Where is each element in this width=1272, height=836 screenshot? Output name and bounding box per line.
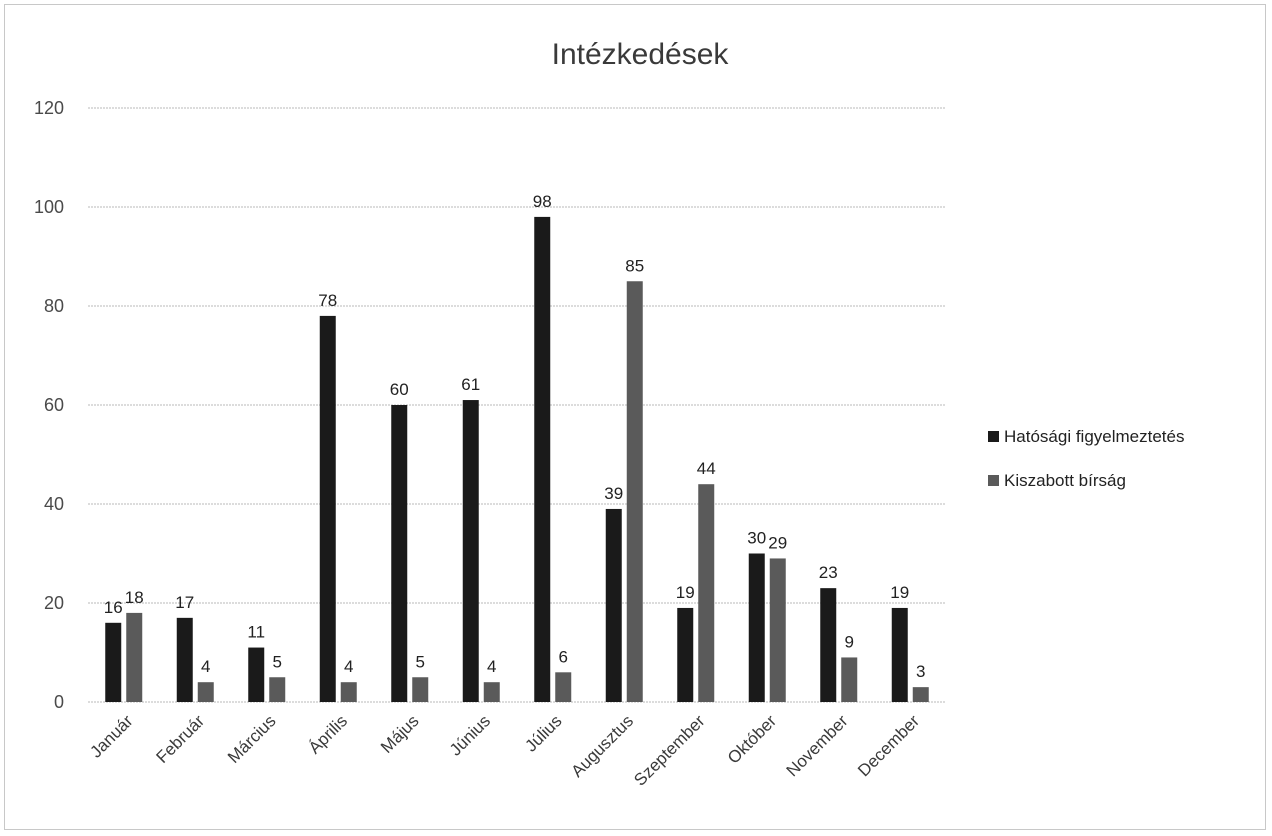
data-label: 4 bbox=[201, 657, 210, 676]
x-category-label: Június bbox=[446, 711, 494, 759]
x-category-label: Január bbox=[86, 711, 136, 761]
bar-kiszabott-birsag bbox=[126, 612, 143, 702]
data-label: 19 bbox=[890, 583, 909, 602]
bars bbox=[105, 216, 929, 702]
x-category-label: Április bbox=[305, 711, 351, 757]
x-category-label: December bbox=[854, 711, 923, 780]
data-label: 60 bbox=[390, 380, 409, 399]
y-tick-label: 100 bbox=[34, 197, 64, 217]
x-category-label: Február bbox=[153, 711, 209, 767]
x-category-label: Október bbox=[724, 711, 780, 767]
bar-kiszabott-birsag bbox=[197, 682, 214, 702]
bar-hatosagi-figyelmeztetes bbox=[176, 617, 193, 702]
data-label: 19 bbox=[676, 583, 695, 602]
legend-swatch bbox=[988, 431, 999, 442]
bar-kiszabott-birsag bbox=[340, 682, 357, 702]
data-label: 85 bbox=[625, 256, 644, 275]
data-label: 6 bbox=[559, 647, 568, 666]
data-label: 9 bbox=[845, 632, 854, 651]
data-labels: 16 17 11 78 60 61 98 39 19 30 23 19 18 4 5 4 5 4 6 85 44 29 9 3 bbox=[104, 192, 926, 681]
data-label: 98 bbox=[533, 192, 552, 211]
data-label: 61 bbox=[461, 375, 480, 394]
data-label: 23 bbox=[819, 563, 838, 582]
y-tick-label: 80 bbox=[44, 296, 64, 316]
data-label: 5 bbox=[273, 652, 282, 671]
bar-hatosagi-figyelmeztetes bbox=[820, 588, 837, 702]
bar-hatosagi-figyelmeztetes bbox=[677, 607, 694, 702]
data-label: 4 bbox=[487, 657, 496, 676]
legend: Hatósági figyelmeztetés Kiszabott bírság bbox=[988, 427, 1184, 490]
y-tick-label: 0 bbox=[54, 692, 64, 712]
gridlines bbox=[88, 107, 946, 703]
x-category-label: Szeptember bbox=[630, 711, 708, 789]
bar-kiszabott-birsag bbox=[912, 687, 929, 702]
legend-label: Kiszabott bírság bbox=[1004, 471, 1126, 490]
data-label: 39 bbox=[604, 484, 623, 503]
data-label: 4 bbox=[344, 657, 353, 676]
data-label: 18 bbox=[125, 588, 144, 607]
chart-title: Intézkedések bbox=[552, 38, 730, 71]
bar-kiszabott-birsag bbox=[698, 484, 715, 702]
legend-swatch bbox=[988, 475, 999, 486]
y-tick-label: 20 bbox=[44, 593, 64, 613]
x-category-label: Július bbox=[521, 711, 565, 755]
bar-hatosagi-figyelmeztetes bbox=[462, 400, 479, 702]
y-tick-label: 60 bbox=[44, 395, 64, 415]
x-category-label: Március bbox=[224, 711, 280, 767]
data-label: 30 bbox=[747, 529, 766, 548]
bar-hatosagi-figyelmeztetes bbox=[534, 216, 551, 702]
data-label: 5 bbox=[416, 652, 425, 671]
bar-hatosagi-figyelmeztetes bbox=[748, 553, 765, 702]
bar-hatosagi-figyelmeztetes bbox=[105, 622, 122, 702]
bar-kiszabott-birsag bbox=[412, 677, 429, 702]
x-axis-categories: Január Február Március Április Május Június Jú… bbox=[86, 711, 923, 789]
y-tick-label: 40 bbox=[44, 494, 64, 514]
data-label: 17 bbox=[175, 593, 194, 612]
bar-hatosagi-figyelmeztetes bbox=[319, 315, 336, 702]
y-axis-ticks: 0 20 40 60 80 100 120 bbox=[34, 98, 64, 712]
bar-hatosagi-figyelmeztetes bbox=[605, 508, 622, 702]
legend-label: Hatósági figyelmeztetés bbox=[1004, 427, 1184, 446]
data-label: 16 bbox=[104, 598, 123, 617]
data-label: 78 bbox=[318, 291, 337, 310]
bar-kiszabott-birsag bbox=[626, 281, 643, 702]
bar-kiszabott-birsag bbox=[269, 677, 286, 702]
bar-kiszabott-birsag bbox=[555, 672, 572, 702]
data-label: 3 bbox=[916, 662, 925, 681]
data-label: 29 bbox=[768, 533, 787, 552]
x-category-label: November bbox=[783, 711, 852, 780]
y-tick-label: 120 bbox=[34, 98, 64, 118]
bar-kiszabott-birsag bbox=[769, 558, 786, 702]
bar-hatosagi-figyelmeztetes bbox=[891, 607, 908, 702]
bar-kiszabott-birsag bbox=[483, 682, 500, 702]
bar-hatosagi-figyelmeztetes bbox=[248, 647, 265, 702]
bar-kiszabott-birsag bbox=[841, 657, 858, 702]
data-label: 11 bbox=[247, 623, 265, 642]
bar-hatosagi-figyelmeztetes bbox=[391, 405, 408, 702]
x-category-label: Május bbox=[377, 711, 423, 757]
x-category-label: Augusztus bbox=[568, 711, 638, 781]
data-label: 44 bbox=[697, 459, 716, 478]
